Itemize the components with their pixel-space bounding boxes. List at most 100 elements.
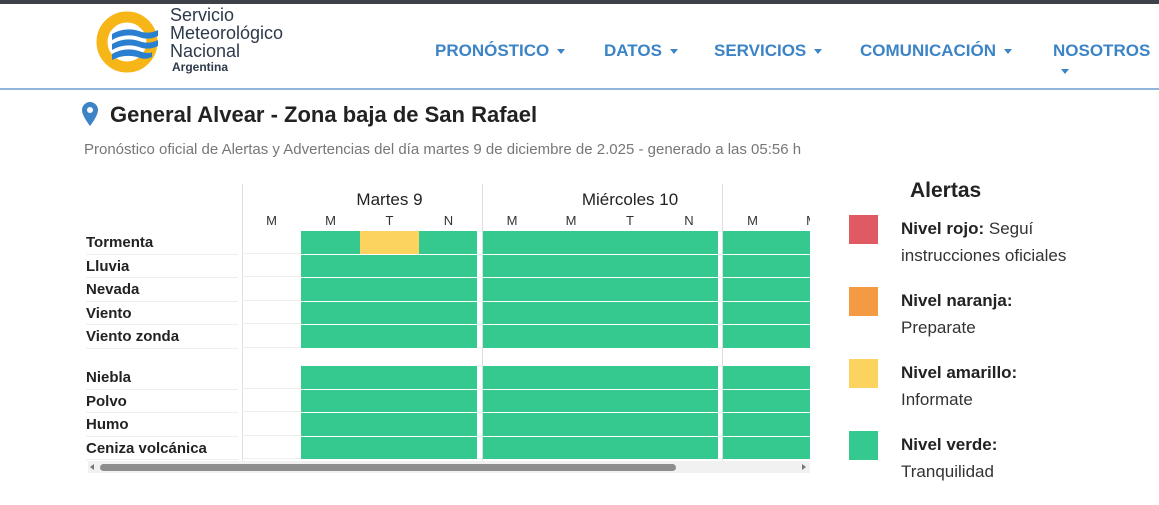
alert-cell [419,254,477,277]
alert-cell [600,254,660,277]
alert-cell [600,231,660,254]
alert-cell [541,389,601,412]
alert-cell [782,413,810,436]
nav-item[interactable]: SERVICIOS [714,41,822,61]
alert-cell [659,325,718,348]
alert-cell [301,366,360,389]
alert-cell [242,366,301,389]
legend-text: Informate [901,390,973,409]
alert-cell [419,301,477,324]
alert-cell [482,389,542,412]
alert-cell [782,301,810,324]
logo-line[interactable]: Servicio [170,5,235,25]
day-separator [481,184,483,462]
nav-item[interactable]: DATOS [604,41,678,61]
alert-cell [242,302,301,324]
subtitle: Pronóstico oficial de Alertas y Adverten… [84,141,802,158]
alert-cell [659,231,718,254]
alert-cell [600,278,660,301]
alert-cell [301,413,360,436]
legend-level: Nivel verde: [901,435,998,454]
alert-cell [482,254,542,277]
alert-cell [723,301,782,324]
alert-cell [482,231,542,254]
legend-text: instrucciones oficiales [901,246,1067,265]
period-header: M [266,213,277,228]
alert-cell [782,254,810,277]
alert-cell [419,389,477,412]
alert-cell [482,278,542,301]
scroll-right[interactable] [800,463,808,471]
alert-cell [242,231,301,254]
alert-cell [541,301,601,324]
logo-line[interactable]: Argentina [172,60,229,74]
legend-label: Nivel amarillo: [901,363,1017,383]
location-pin [82,102,98,126]
day-header: Martes 9 [356,190,423,209]
top-bar [0,0,1159,4]
legend-title: Alertas [910,179,982,202]
alert-cell [482,413,542,436]
period-header: N [684,213,694,228]
nav-item[interactable]: PRONÓSTICO [435,41,565,61]
logo-icon[interactable] [94,8,162,76]
alert-cell [659,389,718,412]
alert-cell [301,389,360,412]
period-header: M [747,213,758,228]
alert-cell [541,278,601,301]
day-header: Miércoles 10 [581,190,679,209]
alert-cell [659,366,718,389]
alert-cell [659,254,718,277]
legend-label: Nivel rojo: Seguí [901,219,1033,239]
alert-cell [360,413,419,436]
period-header: N [443,213,454,228]
day-header: Ju [782,190,810,210]
alert-cell [301,325,360,348]
period-header: T [626,213,634,228]
legend-swatch [849,431,878,460]
alert-cell [242,278,301,301]
day-separator [242,184,243,462]
alert-cell [482,301,542,324]
alert-cell [600,389,660,412]
alert-cell [242,413,301,436]
logo-line[interactable]: Meteorológico [170,23,284,43]
alert-cell [360,325,419,348]
alert-cell [723,325,782,348]
period-header: M [782,213,810,228]
alert-cell [600,366,660,389]
alert-cell [659,413,718,436]
legend-text: Preparate [901,318,976,337]
site-header: Servicio Meteorológico Nacional Argentina P… [0,4,1159,90]
location-title: General Alvear - Zona baja de San Rafael [110,102,538,127]
scrollbar[interactable] [88,461,810,473]
alert-cell [360,278,419,301]
alert-cell [782,278,810,301]
alert-cell [301,436,360,459]
scroll-left[interactable] [88,463,96,471]
row-label: Polvo [86,390,238,413]
alert-cell [419,325,477,348]
alert-cell [301,278,360,301]
alert-cell [242,255,301,277]
alert-cell [360,389,419,412]
alert-cell [541,254,601,277]
row-label: Niebla [86,366,238,390]
scroll-thumb[interactable] [100,464,676,471]
legend-text: Seguí [988,219,1034,238]
nav-item[interactable]: NOSOTROS [1053,41,1159,81]
period-header: M [565,213,577,228]
logo-line[interactable]: Nacional [170,41,241,61]
alert-cell [419,366,477,389]
alert-cell [723,389,782,412]
row-label: Humo [86,413,238,437]
alert-cell [600,436,660,459]
alert-cell [242,325,301,348]
nav-item[interactable]: COMUNICACIÓN [860,41,1012,61]
alert-cell [301,231,360,254]
alert-cell [723,413,782,436]
row-label: Viento [86,302,238,325]
day-separator [722,184,723,462]
